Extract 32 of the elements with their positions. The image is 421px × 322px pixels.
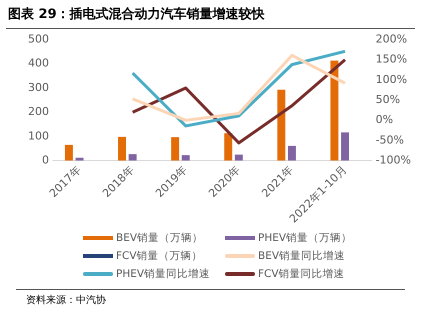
legend-label: BEV销量同比增速 bbox=[258, 249, 346, 263]
y-tick-label: 500 bbox=[28, 32, 49, 46]
bar bbox=[182, 155, 190, 161]
y2-tick-label: 50% bbox=[376, 92, 400, 106]
legend-label: PHEV销量同比增速 bbox=[116, 267, 210, 281]
chart-title: 图表 29：插电式混合动力汽车销量增速较快 bbox=[6, 0, 415, 29]
bar bbox=[224, 133, 232, 161]
bar bbox=[277, 90, 286, 161]
y-tick-label: 200 bbox=[28, 105, 49, 118]
bar bbox=[171, 137, 180, 161]
bar bbox=[341, 132, 350, 161]
y2-tick-label: 150% bbox=[376, 52, 408, 66]
y-tick-label: 300 bbox=[28, 80, 49, 94]
bar bbox=[330, 60, 338, 161]
text: 资料来源：中汽协 bbox=[16, 289, 405, 307]
y-tick-label: 100 bbox=[28, 129, 49, 142]
bar bbox=[128, 154, 137, 161]
bar bbox=[234, 154, 243, 161]
y-tick-label: 0 bbox=[42, 154, 49, 167]
legend-label: PHEV销量（万辆） bbox=[258, 231, 352, 245]
y-tick-label: 400 bbox=[28, 56, 49, 70]
bar bbox=[118, 136, 126, 161]
y2-tick-label: 100% bbox=[376, 72, 408, 86]
bar bbox=[288, 146, 296, 161]
y2-tick-label: 0% bbox=[376, 113, 394, 126]
bar bbox=[64, 144, 73, 161]
legend-label: FCV销量（万辆） bbox=[116, 249, 203, 263]
legend-label: FCV销量同比增速 bbox=[258, 267, 345, 281]
y2-tick-label: -100% bbox=[376, 154, 412, 167]
y2-tick-label: 200% bbox=[376, 32, 408, 46]
y2-tick-label: -50% bbox=[376, 133, 404, 146]
legend-label: BEV销量（万辆） bbox=[116, 231, 204, 245]
